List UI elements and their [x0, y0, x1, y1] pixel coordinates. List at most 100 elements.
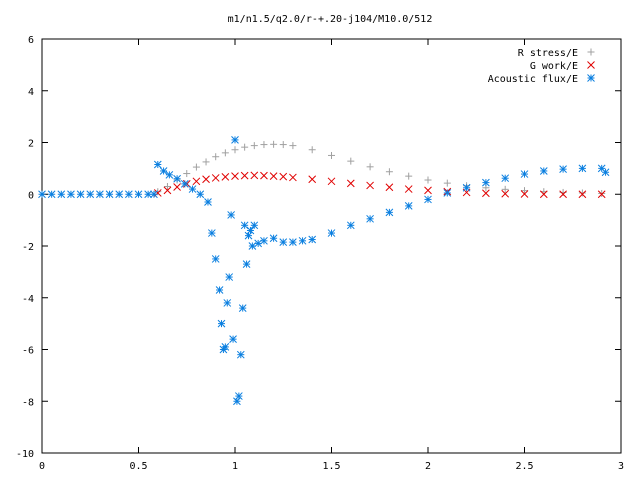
data-point [385, 183, 394, 192]
y-tick-label: -2 [22, 242, 34, 253]
data-point [328, 151, 335, 159]
y-tick-label: -6 [22, 346, 34, 357]
data-point [501, 185, 509, 193]
data-point [424, 195, 432, 204]
data-point [501, 189, 510, 198]
data-point [269, 234, 278, 243]
x-tick-label: 2.5 [515, 461, 533, 472]
data-point [163, 182, 171, 190]
y-tick-label: -8 [22, 397, 34, 408]
data-point [115, 190, 124, 199]
data-point [47, 190, 56, 199]
data-point [202, 158, 210, 166]
data-point [204, 198, 212, 206]
data-point [86, 190, 95, 199]
data-point [327, 229, 336, 237]
legend-marker [587, 61, 595, 69]
y-tick-label: -10 [16, 449, 34, 460]
data-point [424, 186, 432, 195]
y-tick-label: 0 [28, 190, 34, 201]
data-point [289, 173, 297, 182]
data-point [246, 226, 255, 235]
data-point [521, 187, 528, 195]
data-point [212, 153, 220, 161]
data-point [443, 189, 452, 197]
data-point [227, 211, 235, 219]
data-point [57, 190, 66, 199]
plot-area: 0 0.5 1 1.5 2 2.5 3 -10 -8 -6 -4 -2 0 2 4 6 [16, 35, 624, 472]
data-point [404, 202, 413, 210]
legend-label: R stress/E [518, 48, 578, 59]
data-point [270, 140, 278, 148]
data-point [269, 172, 278, 180]
data-point [578, 164, 587, 173]
x-tick-label: 0 [39, 461, 45, 472]
legend-label: G work/E [530, 61, 578, 72]
y-tick-label: 6 [28, 35, 34, 46]
data-point [404, 185, 413, 193]
data-point [578, 189, 586, 197]
data-point [173, 183, 181, 191]
legend-marker [587, 74, 595, 82]
data-point [559, 190, 567, 199]
data-point [67, 190, 75, 199]
data-point [385, 168, 393, 176]
data-point [250, 171, 259, 180]
data-point [482, 189, 490, 198]
data-point [520, 190, 529, 198]
data-point [405, 172, 413, 180]
data-point [202, 175, 210, 184]
data-point [346, 221, 355, 230]
y-tick-label: 2 [28, 139, 34, 150]
data-point [124, 190, 133, 199]
data-point [235, 392, 243, 400]
data-point [180, 180, 189, 188]
data-point [225, 273, 234, 281]
series-3 [38, 136, 610, 406]
data-point [578, 190, 587, 199]
data-point [188, 185, 197, 193]
data-point [327, 177, 336, 186]
data-point [236, 350, 245, 359]
y-tick-label: 4 [28, 87, 34, 98]
data-point [366, 214, 374, 223]
data-point [211, 255, 220, 263]
data-point [240, 171, 249, 180]
data-point [260, 141, 268, 149]
data-point [347, 157, 355, 165]
data-point [229, 335, 237, 344]
data-point [279, 238, 288, 246]
data-point [76, 190, 85, 199]
data-point [153, 160, 162, 169]
data-point [173, 174, 181, 183]
x-tick-label: 0.5 [129, 461, 147, 472]
data-point [154, 188, 162, 196]
data-point [539, 167, 548, 175]
data-point [601, 168, 610, 177]
data-point [231, 146, 239, 154]
legend-label: Acoustic flux/E [488, 74, 578, 85]
data-point [250, 142, 258, 150]
data-point [217, 319, 226, 328]
legend: R stress/E G work/E Acoustic flux/E [488, 48, 595, 85]
data-point [443, 179, 451, 187]
data-point [260, 236, 268, 245]
legend-marker [587, 48, 595, 56]
data-point [244, 231, 253, 240]
data-point [366, 163, 374, 171]
data-point [424, 176, 432, 184]
data-point [308, 146, 316, 154]
data-point [366, 181, 374, 190]
data-point [597, 190, 606, 199]
data-point [150, 190, 158, 199]
data-point [233, 397, 241, 406]
data-point [38, 190, 46, 199]
data-point [242, 260, 251, 268]
data-point [192, 163, 200, 171]
data-point [308, 175, 317, 184]
x-tick-label: 1 [232, 461, 238, 472]
data-point [238, 304, 247, 312]
data-point [482, 178, 490, 187]
data-point [144, 190, 153, 199]
